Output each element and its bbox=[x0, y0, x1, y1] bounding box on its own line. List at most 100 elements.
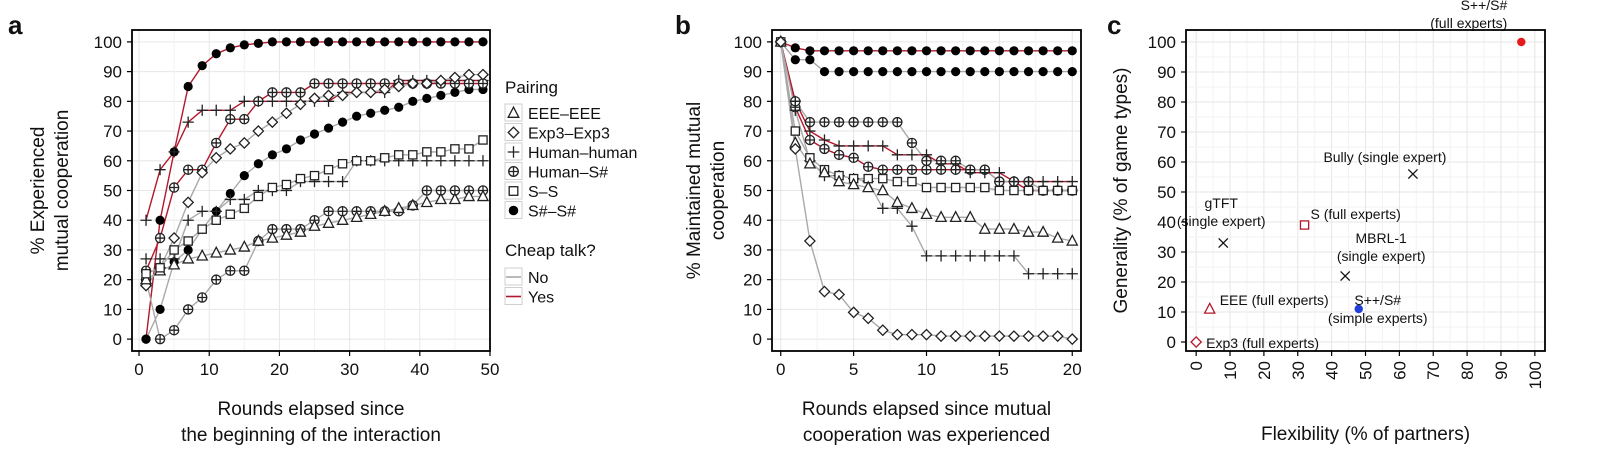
legend-title: Pairing bbox=[505, 78, 558, 97]
data-point bbox=[790, 55, 800, 65]
y-tick-label: 70 bbox=[1157, 123, 1176, 142]
data-point bbox=[364, 86, 377, 99]
data-point bbox=[196, 166, 209, 179]
panel-label: b bbox=[675, 10, 691, 40]
y-tick-label: 60 bbox=[743, 152, 762, 171]
data-point bbox=[169, 245, 179, 255]
data-point bbox=[225, 265, 236, 276]
data-point bbox=[238, 239, 251, 252]
data-point bbox=[862, 180, 875, 193]
data-point bbox=[436, 37, 446, 47]
y-tick-label: 90 bbox=[1157, 63, 1176, 82]
data-point bbox=[907, 46, 917, 56]
data-point bbox=[1009, 185, 1019, 196]
data-point bbox=[139, 272, 153, 285]
data-point bbox=[907, 67, 917, 77]
data-point bbox=[281, 37, 292, 47]
y-tick-label: 100 bbox=[734, 33, 762, 52]
data-point bbox=[434, 74, 447, 87]
data-point bbox=[477, 185, 489, 196]
data-point bbox=[1066, 268, 1078, 280]
x-tick-label: 40 bbox=[1323, 361, 1342, 380]
data-point bbox=[994, 176, 1005, 187]
data-point bbox=[253, 159, 263, 169]
data-point bbox=[1023, 67, 1034, 77]
data-point bbox=[1009, 46, 1019, 56]
legend-key bbox=[508, 166, 519, 177]
data-point bbox=[804, 125, 816, 137]
data-point bbox=[408, 150, 418, 160]
scatter-point bbox=[1190, 335, 1203, 349]
data-point bbox=[965, 46, 975, 56]
x-axis-label: Flexibility (% of partners) bbox=[1261, 424, 1470, 445]
x-tick-label: 0 bbox=[776, 360, 785, 379]
data-point bbox=[862, 161, 874, 172]
data-point bbox=[774, 35, 787, 48]
y-tick-label: 80 bbox=[743, 92, 762, 111]
data-point bbox=[408, 37, 418, 47]
point-label: EEE (full experts) bbox=[1220, 292, 1329, 308]
y-tick-label: 100 bbox=[94, 33, 122, 52]
legend-label: Human–human bbox=[528, 145, 637, 162]
data-point bbox=[281, 179, 292, 190]
data-point bbox=[877, 164, 889, 175]
y-tick-label: 20 bbox=[743, 271, 762, 290]
y-tick-label: 30 bbox=[1157, 243, 1176, 262]
data-point bbox=[892, 67, 902, 77]
data-point bbox=[294, 98, 307, 111]
data-point bbox=[1037, 268, 1049, 280]
data-point bbox=[876, 183, 889, 196]
data-point bbox=[141, 268, 151, 279]
panel-label: a bbox=[8, 10, 23, 40]
y-tick-label: 50 bbox=[1157, 183, 1176, 202]
y-tick-label: 90 bbox=[743, 63, 762, 82]
data-point bbox=[295, 37, 306, 47]
data-point bbox=[266, 116, 279, 129]
data-point bbox=[239, 265, 250, 276]
data-point bbox=[323, 123, 334, 133]
x-axis-label: the beginning of the interaction bbox=[181, 425, 441, 446]
data-point bbox=[834, 46, 844, 56]
data-point bbox=[238, 95, 250, 107]
data-point bbox=[350, 210, 363, 223]
data-point bbox=[378, 204, 391, 217]
data-point bbox=[936, 46, 946, 56]
y-tick-label: 40 bbox=[103, 211, 122, 230]
x-tick-label: 40 bbox=[410, 360, 429, 379]
data-point bbox=[450, 87, 460, 98]
y-tick-label: 10 bbox=[103, 300, 122, 319]
data-point bbox=[920, 328, 933, 341]
data-point bbox=[964, 167, 976, 179]
data-point bbox=[978, 222, 991, 234]
data-point bbox=[308, 92, 321, 105]
point-label: S++/S# bbox=[1461, 0, 1508, 13]
data-point bbox=[196, 292, 208, 303]
data-point bbox=[168, 182, 180, 193]
data-point bbox=[435, 155, 447, 167]
x-axis-label: Rounds elapsed since bbox=[218, 399, 405, 420]
data-point bbox=[862, 140, 874, 152]
data-point bbox=[448, 192, 462, 205]
data-point bbox=[892, 116, 903, 128]
data-point bbox=[978, 330, 991, 343]
data-point bbox=[224, 142, 237, 155]
y-tick-label: 0 bbox=[1167, 333, 1176, 352]
x-tick-label: 5 bbox=[849, 360, 858, 379]
data-point bbox=[210, 205, 222, 217]
data-point bbox=[980, 67, 990, 77]
point-label: (single expert) bbox=[1177, 213, 1266, 229]
y-tick-label: 60 bbox=[103, 152, 122, 171]
x-tick-label: 0 bbox=[1187, 361, 1206, 370]
panel-b: b 0 10 20 30 40 50 60 70 80 90 100 0 5 10 15 20 Rounds el… bbox=[675, 10, 1082, 446]
data-point bbox=[183, 81, 193, 92]
data-point bbox=[323, 206, 334, 217]
axes: 0 10 20 30 40 50 60 70 80 90 100 0 10 20 30 40 50 60 70 80 9… bbox=[1148, 33, 1545, 389]
legend-label: S–S bbox=[528, 184, 558, 201]
x-tick-label: 90 bbox=[1492, 361, 1511, 380]
data-point bbox=[336, 213, 349, 225]
data-point bbox=[1067, 46, 1077, 56]
data-point bbox=[210, 245, 223, 258]
data-point bbox=[803, 156, 817, 169]
x-tick-label: 80 bbox=[1458, 361, 1477, 380]
scatter-point bbox=[1517, 37, 1526, 47]
